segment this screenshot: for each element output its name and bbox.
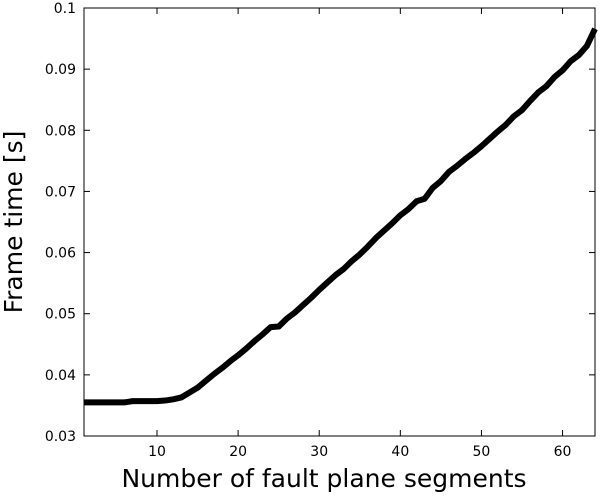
y-axis-ticks: 0.03 0.04 0.05 0.06 0.07 0.08 0.09 0.1 xyxy=(45,1,595,445)
x-axis-ticks: 10 20 30 40 50 60 xyxy=(148,8,571,460)
y-tick-label: 0.07 xyxy=(45,184,76,200)
x-tick-label: 20 xyxy=(229,444,247,460)
frame-time-series-line xyxy=(84,27,598,406)
plot-frame xyxy=(83,7,596,437)
x-axis-title: Number of fault plane segments xyxy=(121,464,526,493)
x-tick-label: 60 xyxy=(554,444,572,460)
y-tick-label: 0.05 xyxy=(45,307,76,323)
x-tick-label: 30 xyxy=(310,444,328,460)
y-tick-label: 0.1 xyxy=(54,1,76,17)
y-tick-label: 0.08 xyxy=(45,123,76,139)
y-tick-label: 0.09 xyxy=(45,62,76,78)
y-tick-label: 0.06 xyxy=(45,246,76,262)
x-tick-label: 50 xyxy=(473,444,491,460)
x-tick-label: 10 xyxy=(148,444,166,460)
y-tick-label: 0.04 xyxy=(45,368,76,384)
x-tick-label: 40 xyxy=(391,444,409,460)
y-tick-label: 0.03 xyxy=(45,429,76,445)
y-axis-title: Frame time [s] xyxy=(0,131,28,314)
